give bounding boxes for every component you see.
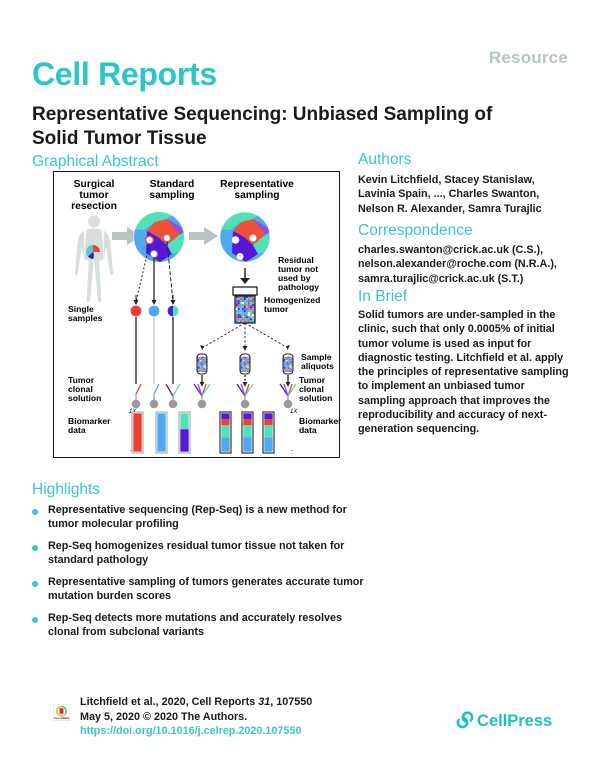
svg-text:aliquots: aliquots [301,361,334,371]
svg-text:tumor: tumor [264,304,289,314]
svg-text:solution: solution [299,393,332,403]
svg-text:Surgical: Surgical [74,179,115,190]
svg-text:samples: samples [68,313,103,323]
svg-text:1X: 1X [290,409,298,415]
svg-text:CellPress: CellPress [477,712,552,730]
svg-text:data: data [68,425,86,435]
svg-text:CrossMark: CrossMark [54,716,70,720]
svg-text:Standard: Standard [150,179,195,190]
svg-text:resection: resection [71,201,117,212]
svg-text:sampling: sampling [234,190,279,201]
svg-text:tumor: tumor [79,190,108,201]
svg-text:-: - [291,448,293,454]
svg-text:solution: solution [68,393,101,403]
svg-text:pathology: pathology [278,282,319,292]
svg-text:Representative: Representative [220,179,294,190]
svg-text:sampling: sampling [149,190,194,201]
svg-text:data: data [299,425,317,435]
